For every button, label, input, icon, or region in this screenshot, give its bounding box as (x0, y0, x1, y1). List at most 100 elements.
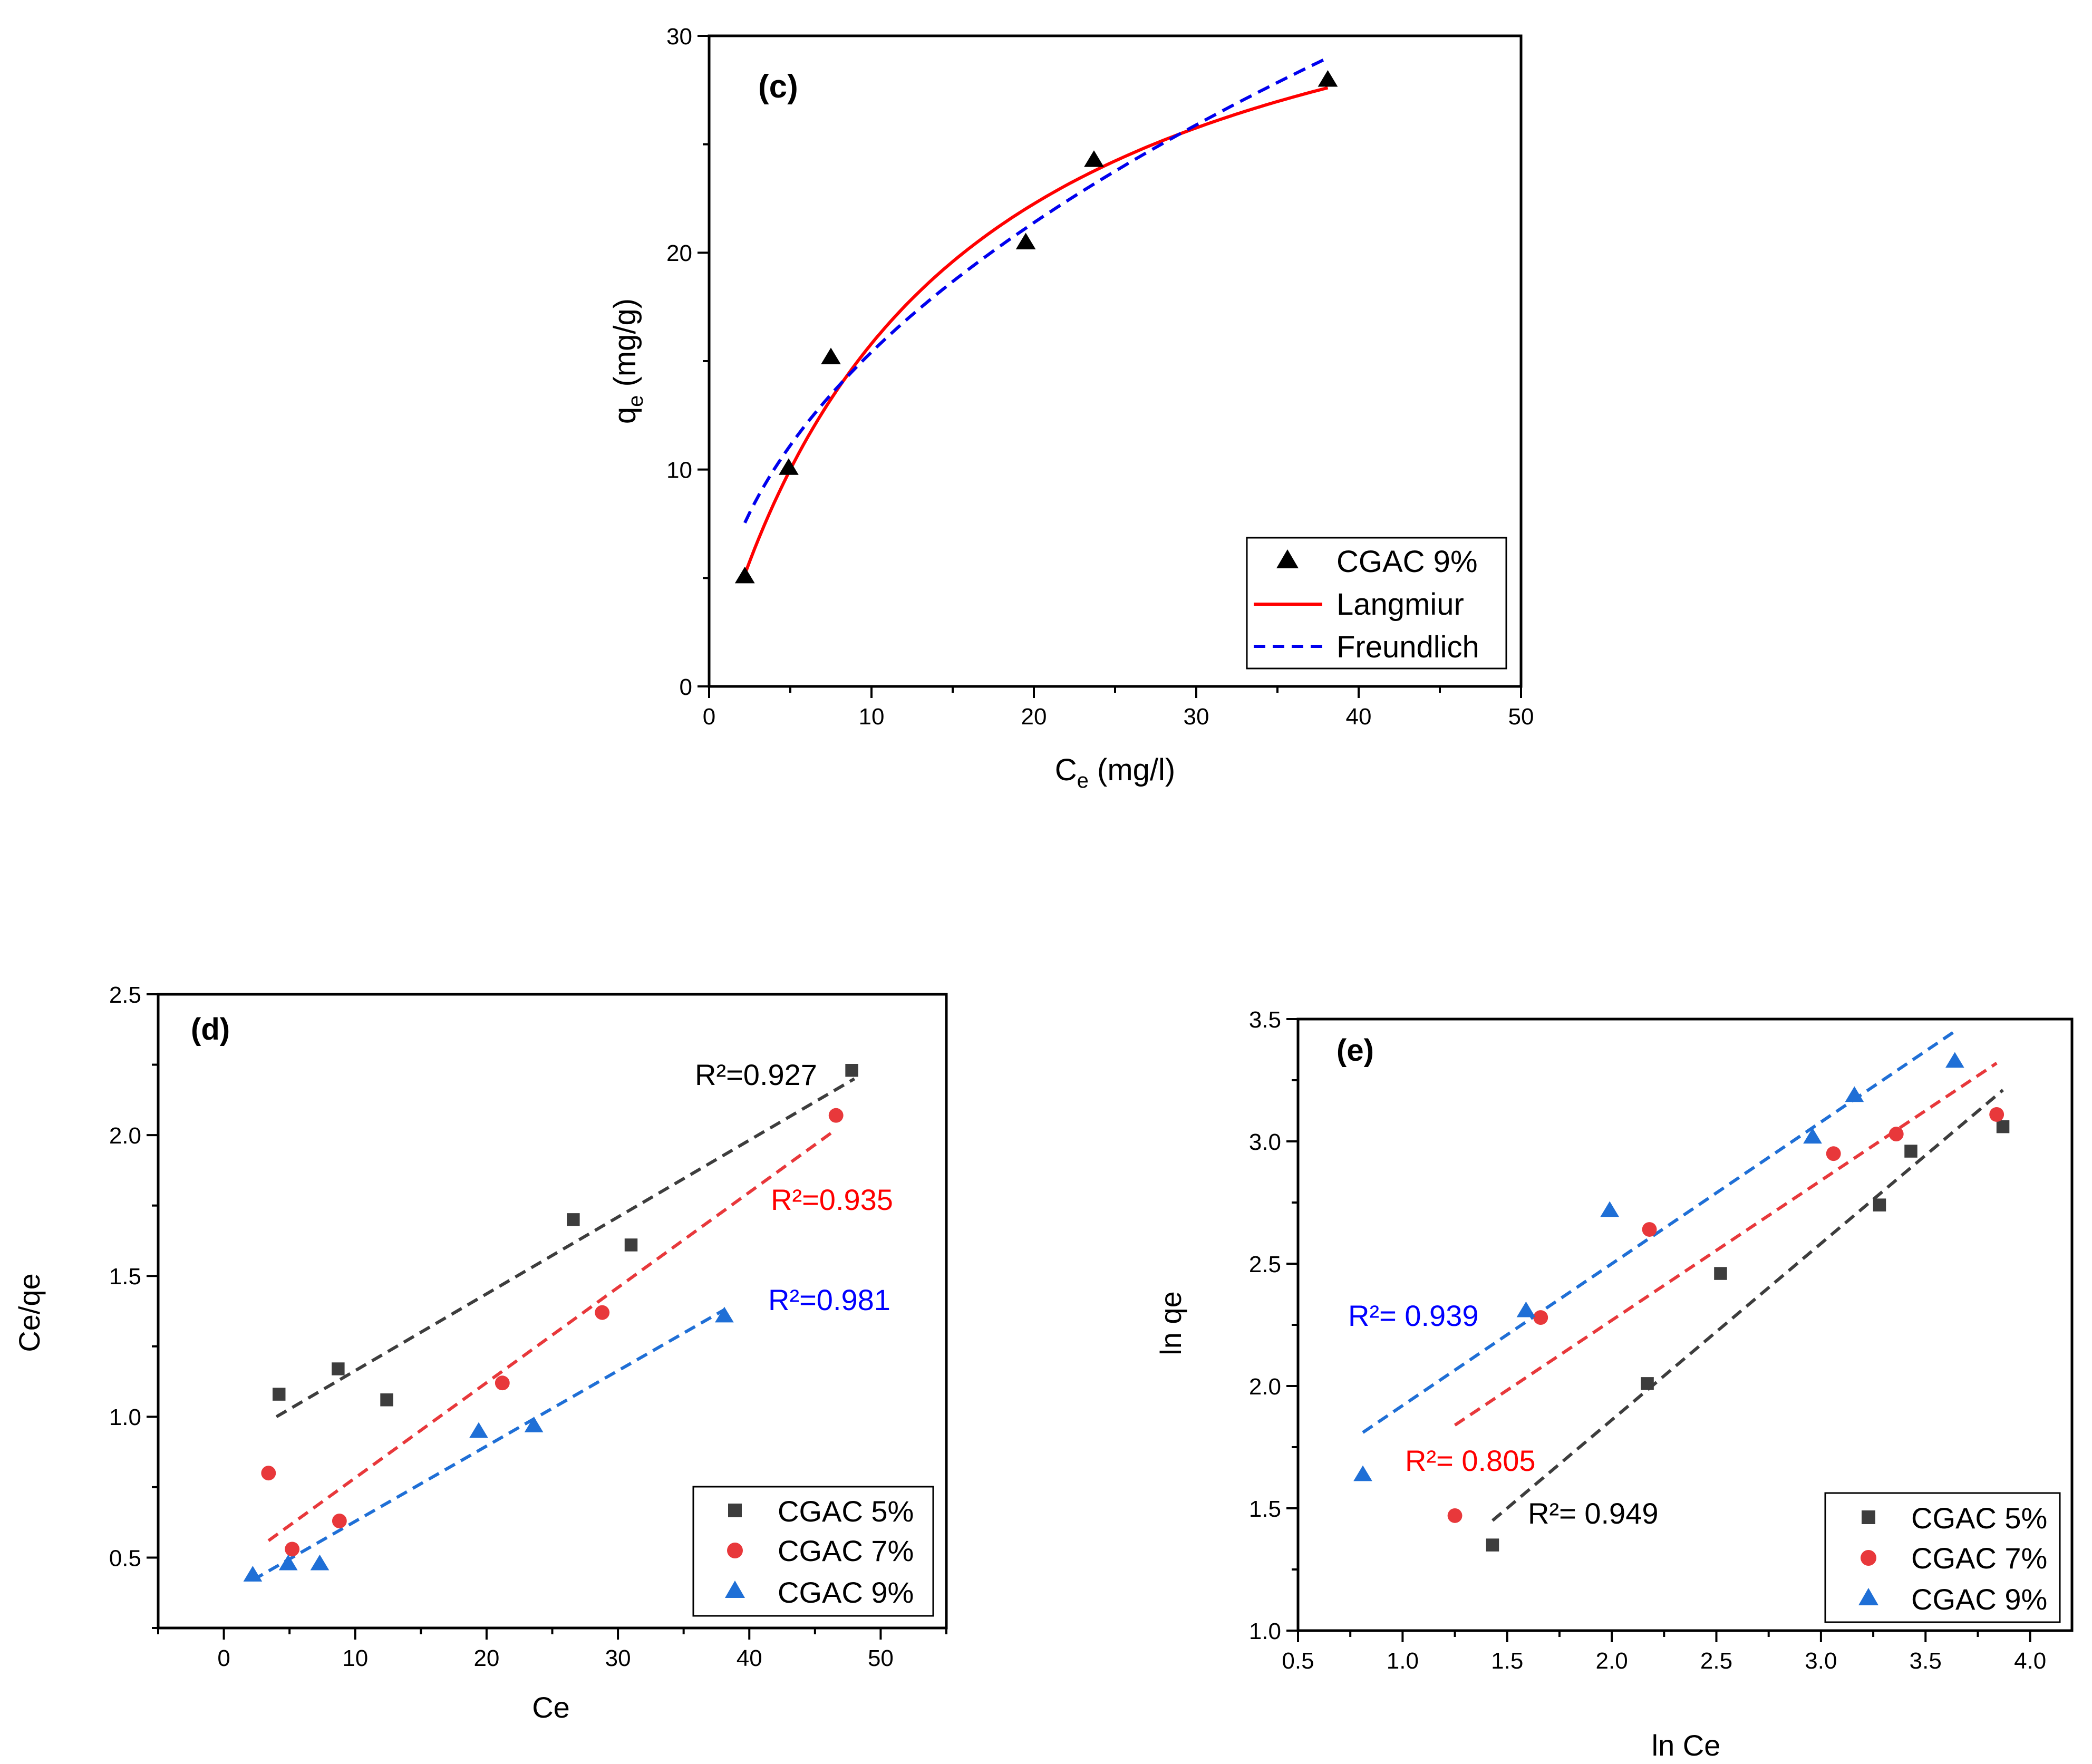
y-tick-label: 20 (666, 240, 692, 266)
x-axis-label: ln Ce (1652, 1729, 1721, 1762)
legend: CGAC 5% CGAC 7% CGAC 9% (692, 1486, 934, 1617)
r2-label-gray: R²=0.927 (695, 1058, 817, 1091)
data-point-circle (595, 1305, 610, 1320)
legend: CGAC 9% Langmiur Freundlich (1246, 537, 1507, 670)
data-points (734, 70, 1338, 584)
data-point-triangle (1353, 1465, 1372, 1481)
data-point-triangle (1600, 1201, 1620, 1217)
y-tick-label: 1.5 (109, 1264, 141, 1290)
legend-marker-circle (1861, 1550, 1876, 1566)
data-point-circle (828, 1108, 844, 1123)
data-point-square (1641, 1377, 1654, 1390)
data-point-square (1486, 1538, 1499, 1552)
data-point-triangle (734, 566, 755, 584)
y-tick-label: 30 (666, 24, 692, 50)
data-point-square (624, 1238, 638, 1252)
legend-entry: Langmiur (1336, 587, 1464, 622)
data-point-square (380, 1393, 393, 1407)
data-point-circle (1989, 1107, 2004, 1122)
legend-entry: CGAC 7% (778, 1534, 914, 1567)
data-point-circle (1447, 1508, 1463, 1523)
data-points (1353, 1052, 2010, 1552)
legend-marker-triangle (1276, 549, 1299, 568)
legend-entry: Freundlich (1336, 630, 1479, 664)
data-point-triangle (1845, 1086, 1864, 1102)
data-point-triangle (1803, 1128, 1822, 1144)
linear-fit-line (1362, 1030, 1956, 1434)
y-tick-label: 1.5 (1249, 1496, 1281, 1522)
x-tick-label: 50 (868, 1645, 894, 1671)
r2-label-blue: R²= 0.939 (1348, 1299, 1479, 1332)
y-tick-label: 2.0 (109, 1123, 141, 1149)
chart-panel-c: 0 10 20 30 40 50 0 10 20 30 (c) CGAC 9% Langmiur … (608, 24, 1534, 792)
data-point-circle (1533, 1310, 1548, 1325)
freundlich-fit-curve (743, 56, 1329, 524)
y-axis-label: Ce/qe (13, 1273, 46, 1352)
x-axis-label: Ce (mg/l) (1055, 753, 1175, 792)
data-point-square (332, 1362, 345, 1375)
x-tick-label: 2.0 (1596, 1648, 1628, 1674)
chart-panel-e: 0.5 1.0 1.5 2.0 2.5 3.0 3.5 4.01.01.52.02.53.03… (1154, 1007, 2074, 1762)
linear-fit-line (275, 1077, 856, 1418)
legend: CGAC 5% CGAC 7% CGAC 9% (1824, 1492, 2061, 1623)
r2-label-blue: R²=0.981 (768, 1283, 890, 1316)
data-point-circle (1888, 1127, 1904, 1142)
y-tick-label: 2.5 (1249, 1252, 1281, 1277)
x-tick-label: 40 (1346, 704, 1372, 730)
legend-entry: CGAC 9% (1336, 545, 1478, 579)
x-tick-label: 0 (703, 704, 715, 730)
data-point-circle (261, 1466, 276, 1481)
legend-entry: CGAC 9% (1911, 1583, 2047, 1616)
data-point-square (1996, 1120, 2010, 1133)
x-tick-label: 0.5 (1282, 1648, 1314, 1674)
r2-label-red: R²= 0.805 (1405, 1444, 1536, 1477)
data-point-triangle (1015, 232, 1036, 249)
legend-entry: CGAC 5% (1911, 1501, 2047, 1535)
data-point-circle (332, 1514, 347, 1528)
data-point-square (272, 1388, 286, 1401)
data-point-circle (285, 1542, 300, 1557)
x-axis-label: Ce (532, 1691, 570, 1724)
x-tick-label: 10 (859, 704, 885, 730)
linear-fit-line (267, 1128, 837, 1542)
data-point-triangle (310, 1554, 330, 1571)
legend-entry: CGAC 5% (778, 1495, 914, 1528)
panel-label: (c) (758, 69, 798, 105)
legend-marker-triangle (725, 1581, 745, 1598)
x-tick-label: 20 (1021, 704, 1047, 730)
data-point-triangle (278, 1554, 298, 1571)
data-point-circle (1642, 1222, 1657, 1237)
y-tick-label: 2.0 (1249, 1374, 1281, 1400)
x-tick-label: 20 (473, 1645, 499, 1671)
y-tick-label: 2.5 (109, 982, 141, 1008)
axis-ticks: 0 10 20 30 40 50 0 10 20 30 (666, 24, 1534, 730)
data-point-triangle (715, 1306, 734, 1323)
legend-marker-square (1862, 1510, 1875, 1524)
data-point-triangle (1318, 70, 1338, 87)
x-tick-label: 50 (1508, 704, 1534, 730)
data-point-square (1904, 1145, 1917, 1158)
x-tick-label: 30 (1184, 704, 1209, 730)
x-tick-label: 30 (605, 1645, 631, 1671)
x-tick-label: 2.5 (1700, 1648, 1732, 1674)
data-point-square (567, 1213, 580, 1226)
data-point-triangle (821, 347, 841, 364)
data-point-triangle (779, 458, 799, 475)
langmuir-fit-curve (743, 86, 1329, 575)
r2-label-gray: R²= 0.949 (1528, 1497, 1659, 1530)
x-tick-label: 40 (737, 1645, 762, 1671)
data-point-triangle (1084, 150, 1104, 167)
data-point-square (1873, 1198, 1886, 1211)
data-points (243, 1064, 858, 1582)
data-point-triangle (469, 1422, 488, 1438)
axis-ticks: 0.5 1.0 1.5 2.0 2.5 3.0 3.5 4.01.01.52.02.53.03… (1249, 1007, 2046, 1674)
y-tick-label: 3.5 (1249, 1007, 1281, 1033)
x-tick-label: 3.0 (1805, 1648, 1837, 1674)
y-tick-label: 10 (666, 458, 692, 483)
r2-label-red: R²=0.935 (771, 1183, 893, 1216)
y-axis-label: qe (mg/g) (608, 298, 647, 424)
chart-panel-d: 0 10 20 30 40 500.51.01.52.02.5 (d) R²=0.927 … (13, 982, 948, 1724)
x-tick-label: 1.0 (1387, 1648, 1419, 1674)
legend-entry: CGAC 7% (1911, 1542, 2047, 1575)
